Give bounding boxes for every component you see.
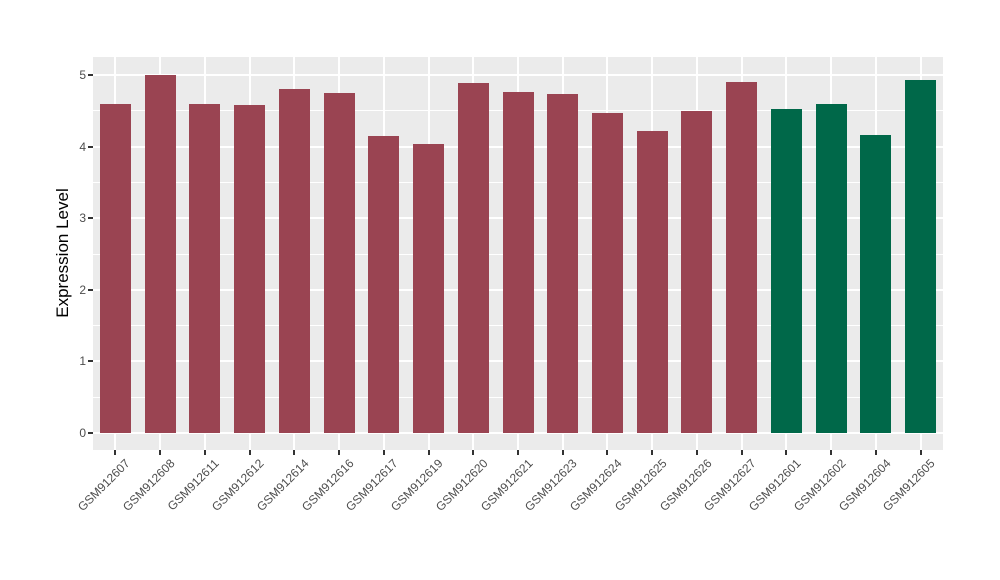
x-tick-mark xyxy=(740,450,743,455)
bar-GSM912616 xyxy=(323,92,355,433)
x-tick-mark xyxy=(919,450,922,455)
x-tick-mark xyxy=(338,450,341,455)
bar-GSM912608 xyxy=(144,75,176,433)
y-axis-title: Expression Level xyxy=(53,188,72,318)
bar-GSM912619 xyxy=(413,144,445,433)
bar-GSM912612 xyxy=(234,105,266,433)
bar-GSM912617 xyxy=(368,135,400,433)
y-tick-label: 1 xyxy=(79,354,86,369)
x-tick-mark xyxy=(159,450,162,455)
bar-GSM912611 xyxy=(189,104,221,433)
y-tick-mark xyxy=(88,288,93,291)
bar-GSM912614 xyxy=(278,88,310,433)
x-tick-mark xyxy=(874,450,877,455)
x-tick-mark xyxy=(382,450,385,455)
bar-GSM912620 xyxy=(457,82,489,433)
x-tick-mark xyxy=(517,450,519,455)
x-tick-mark xyxy=(561,450,564,455)
y-tick-label: 4 xyxy=(79,139,86,154)
bar-GSM912621 xyxy=(502,92,534,433)
y-tick-label: 5 xyxy=(79,68,86,82)
y-tick-mark xyxy=(88,432,93,434)
x-tick-mark xyxy=(203,450,206,455)
x-tick-mark xyxy=(114,450,117,455)
y-tick-mark xyxy=(88,74,93,76)
x-tick-mark xyxy=(427,450,430,455)
bar-GSM912624 xyxy=(591,112,623,433)
y-tick-mark xyxy=(88,145,93,148)
bar-GSM912607 xyxy=(99,103,131,433)
x-tick-mark xyxy=(472,450,475,455)
x-tick-mark xyxy=(651,450,654,455)
x-tick-mark xyxy=(248,450,251,455)
bar-GSM912626 xyxy=(681,110,713,433)
bar-GSM912623 xyxy=(547,93,579,433)
bar-GSM912625 xyxy=(636,130,668,433)
x-tick-mark xyxy=(830,450,833,455)
y-tick-label: 0 xyxy=(79,426,86,440)
bar-GSM912602 xyxy=(815,103,847,433)
bar-GSM912605 xyxy=(905,80,937,433)
y-tick-mark xyxy=(88,360,93,363)
bar-GSM912601 xyxy=(770,108,802,433)
x-tick-mark xyxy=(695,450,698,455)
x-tick-mark xyxy=(785,450,788,455)
bar-GSM912627 xyxy=(726,82,758,433)
y-tick-mark xyxy=(88,217,93,220)
x-tick-mark xyxy=(293,450,296,455)
plot-panel xyxy=(93,57,943,450)
y-tick-label: 2 xyxy=(79,282,86,297)
bar-GSM912604 xyxy=(860,135,892,433)
x-tick-mark xyxy=(606,450,609,455)
y-tick-label: 3 xyxy=(79,211,86,226)
